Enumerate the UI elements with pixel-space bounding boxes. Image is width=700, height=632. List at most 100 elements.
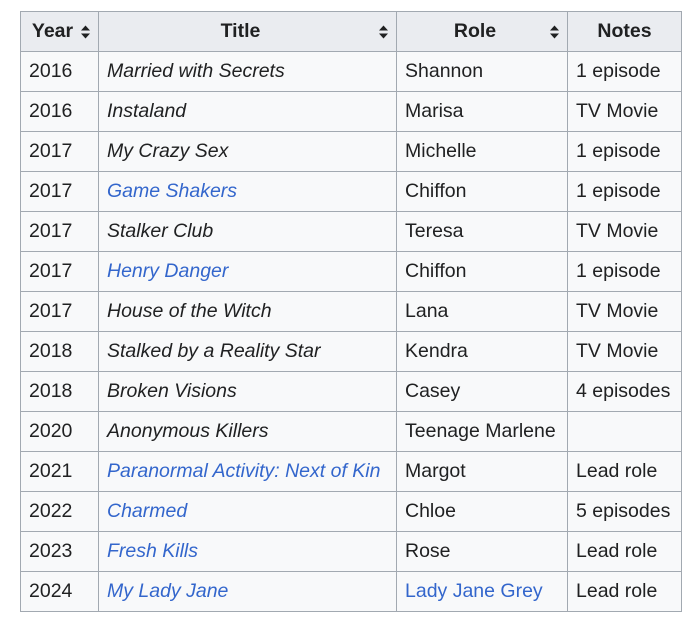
notes-cell: 5 episodes	[567, 491, 682, 532]
sort-icon[interactable]	[379, 25, 388, 38]
role-cell: Lady Jane Grey	[396, 571, 568, 612]
role-cell: Teresa	[396, 211, 568, 252]
title-link[interactable]: Game Shakers	[107, 180, 238, 202]
role-cell: Teenage Marlene	[396, 411, 568, 452]
role-text: Lana	[405, 300, 449, 322]
table-row: 2017 House of the Witch Lana TV Movie	[20, 291, 682, 332]
role-cell: Rose	[396, 531, 568, 572]
filmography-table: Year Title Role Notes 2016 Marr	[20, 11, 682, 612]
header-title-label: Title	[220, 20, 261, 42]
role-cell: Chiffon	[396, 171, 568, 212]
year-cell: 2016	[20, 51, 99, 92]
role-text: Chiffon	[405, 260, 467, 282]
table-header: Year Title Role Notes	[20, 11, 682, 52]
notes-cell: Lead role	[567, 531, 682, 572]
role-cell: Lana	[396, 291, 568, 332]
role-text: Casey	[405, 380, 461, 402]
title-link[interactable]: Paranormal Activity: Next of Kin	[107, 460, 381, 482]
role-cell: Kendra	[396, 331, 568, 372]
title-link[interactable]: My Lady Jane	[107, 580, 229, 602]
title-text: My Crazy Sex	[107, 140, 229, 162]
table-row: 2017 Game Shakers Chiffon 1 episode	[20, 171, 682, 212]
header-year[interactable]: Year	[20, 11, 99, 52]
role-link[interactable]: Lady Jane Grey	[405, 580, 543, 602]
year-cell: 2017	[20, 131, 99, 172]
table-row: 2021 Paranormal Activity: Next of Kin Marg…	[20, 451, 682, 492]
year-cell: 2024	[20, 571, 99, 612]
year-cell: 2023	[20, 531, 99, 572]
year-cell: 2017	[20, 211, 99, 252]
title-link[interactable]: Henry Danger	[107, 260, 229, 282]
header-role-label: Role	[453, 20, 497, 42]
title-cell: Fresh Kills	[98, 531, 397, 572]
title-cell: Stalked by a Reality Star	[98, 331, 397, 372]
title-text: Stalker Club	[107, 220, 214, 242]
notes-cell: Lead role	[567, 571, 682, 612]
title-text: House of the Witch	[107, 300, 272, 322]
notes-cell: TV Movie	[567, 291, 682, 332]
title-text: Anonymous Killers	[107, 420, 269, 442]
table-row: 2016 Instaland Marisa TV Movie	[20, 91, 682, 132]
role-text: Marisa	[405, 100, 464, 122]
role-cell: Chloe	[396, 491, 568, 532]
table-row: 2017 Stalker Club Teresa TV Movie	[20, 211, 682, 252]
table-row: 2020 Anonymous Killers Teenage Marlene	[20, 411, 682, 452]
title-link[interactable]: Charmed	[107, 500, 188, 522]
notes-cell: 1 episode	[567, 51, 682, 92]
title-cell: Paranormal Activity: Next of Kin	[98, 451, 397, 492]
title-cell: Married with Secrets	[98, 51, 397, 92]
role-text: Margot	[405, 460, 466, 482]
role-text: Rose	[405, 540, 451, 562]
title-link[interactable]: Fresh Kills	[107, 540, 199, 562]
header-title[interactable]: Title	[98, 11, 397, 52]
notes-cell	[567, 411, 682, 452]
notes-cell: 4 episodes	[567, 371, 682, 412]
title-text: Instaland	[107, 100, 187, 122]
title-cell: Broken Visions	[98, 371, 397, 412]
header-notes: Notes	[567, 11, 682, 52]
year-cell: 2017	[20, 291, 99, 332]
notes-cell: 1 episode	[567, 251, 682, 292]
role-cell: Michelle	[396, 131, 568, 172]
title-cell: My Crazy Sex	[98, 131, 397, 172]
header-year-label: Year	[31, 20, 74, 42]
year-cell: 2016	[20, 91, 99, 132]
role-text: Teresa	[405, 220, 464, 242]
title-text: Stalked by a Reality Star	[107, 340, 321, 362]
header-role[interactable]: Role	[396, 11, 568, 52]
notes-cell: TV Movie	[567, 91, 682, 132]
title-cell: House of the Witch	[98, 291, 397, 332]
title-cell: Anonymous Killers	[98, 411, 397, 452]
table-row: 2023 Fresh Kills Rose Lead role	[20, 531, 682, 572]
role-text: Chloe	[405, 500, 456, 522]
role-text: Chiffon	[405, 180, 467, 202]
role-cell: Marisa	[396, 91, 568, 132]
role-text: Michelle	[405, 140, 477, 162]
table-row: 2016 Married with Secrets Shannon 1 episode	[20, 51, 682, 92]
notes-cell: Lead role	[567, 451, 682, 492]
role-cell: Shannon	[396, 51, 568, 92]
role-cell: Margot	[396, 451, 568, 492]
table-body: 2016 Married with Secrets Shannon 1 episode…	[20, 51, 682, 612]
notes-cell: 1 episode	[567, 171, 682, 212]
notes-cell: TV Movie	[567, 211, 682, 252]
year-cell: 2017	[20, 251, 99, 292]
sort-icon[interactable]	[81, 25, 90, 38]
year-cell: 2018	[20, 371, 99, 412]
year-cell: 2021	[20, 451, 99, 492]
table-row: 2022 Charmed Chloe 5 episodes	[20, 491, 682, 532]
title-text: Broken Visions	[107, 380, 237, 402]
notes-cell: TV Movie	[567, 331, 682, 372]
notes-cell: 1 episode	[567, 131, 682, 172]
sort-icon[interactable]	[550, 25, 559, 38]
role-cell: Casey	[396, 371, 568, 412]
role-text: Shannon	[405, 60, 484, 82]
title-cell: My Lady Jane	[98, 571, 397, 612]
role-text: Teenage Marlene	[405, 420, 556, 442]
table-row: 2024 My Lady Jane Lady Jane Grey Lead role	[20, 571, 682, 612]
role-text: Kendra	[405, 340, 468, 362]
title-cell: Henry Danger	[98, 251, 397, 292]
title-cell: Game Shakers	[98, 171, 397, 212]
table-row: 2018 Stalked by a Reality Star Kendra TV Mo…	[20, 331, 682, 372]
title-cell: Charmed	[98, 491, 397, 532]
